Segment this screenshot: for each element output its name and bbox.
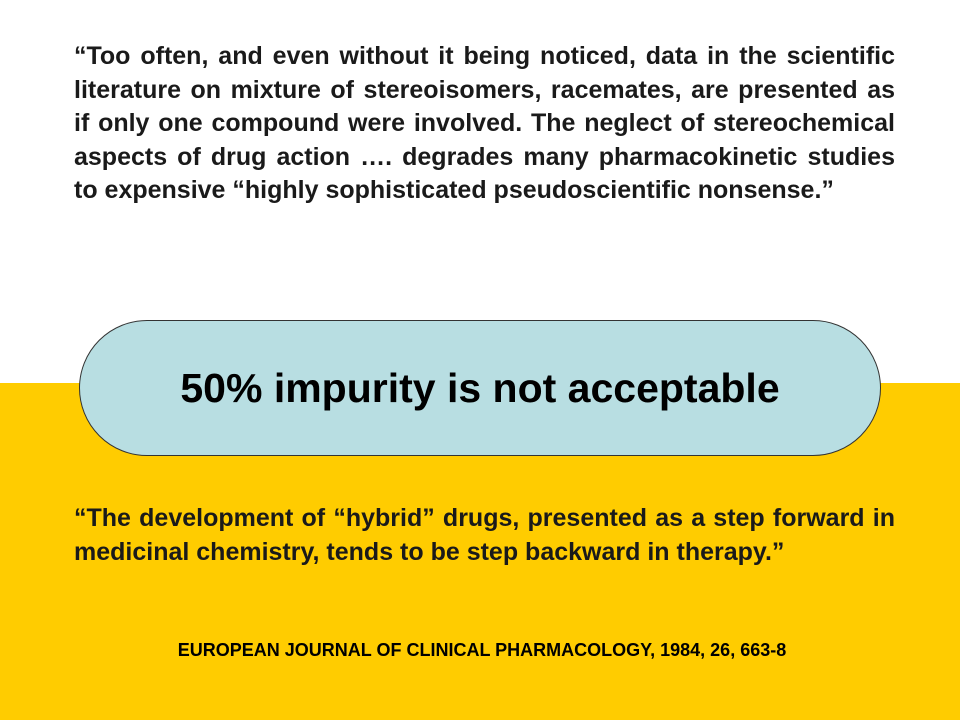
callout-text: 50% impurity is not acceptable bbox=[180, 364, 780, 411]
top-quote: “Too often, and even without it being no… bbox=[74, 42, 895, 204]
callout-pill: 50% impurity is not acceptable bbox=[79, 320, 881, 456]
citation: EUROPEAN JOURNAL OF CLINICAL PHARMACOLOG… bbox=[177, 640, 787, 660]
bottom-quote: “The development of “hybrid” drugs, pres… bbox=[74, 504, 895, 566]
